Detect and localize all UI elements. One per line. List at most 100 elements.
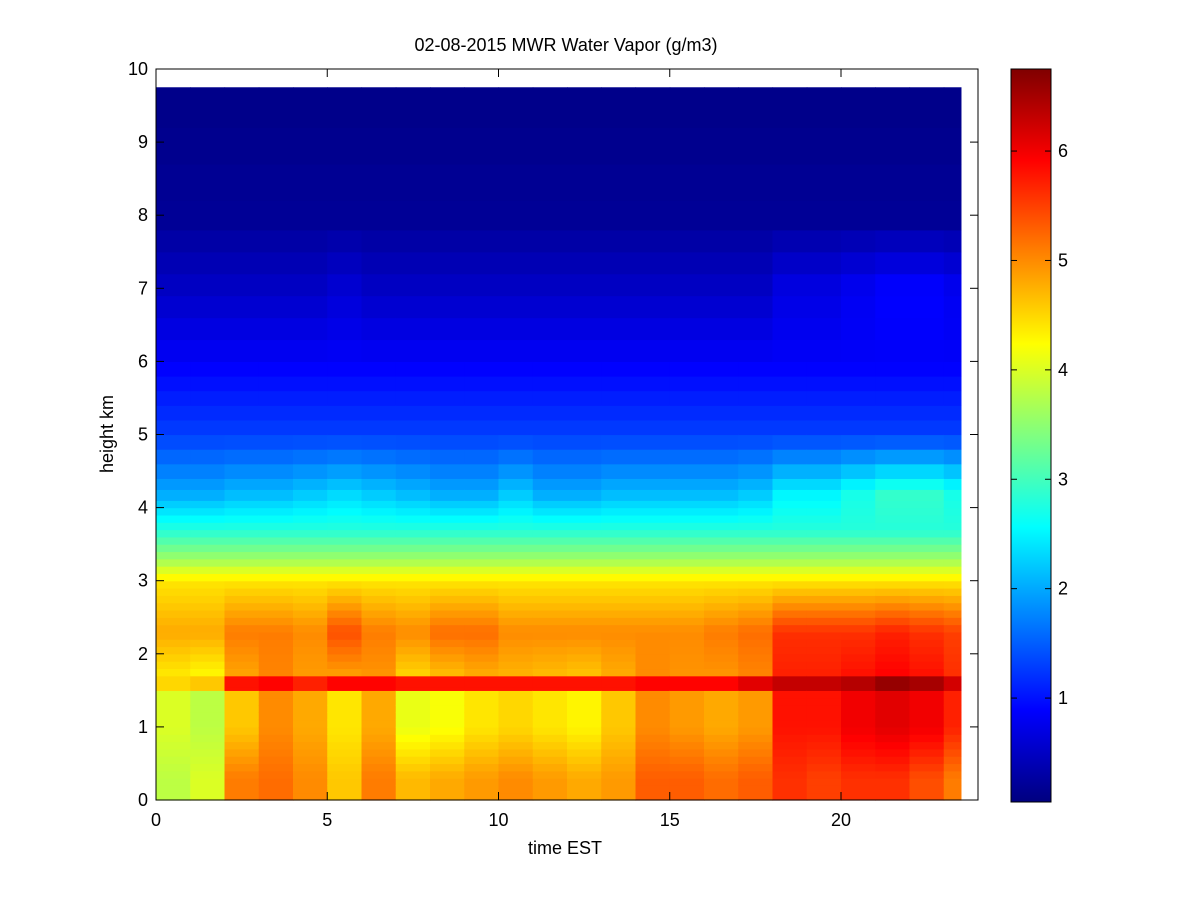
heat-cell: [327, 785, 363, 794]
heat-cell: [498, 646, 534, 655]
heat-cell: [327, 668, 363, 677]
heat-cell: [258, 602, 294, 611]
heat-cell: [601, 251, 637, 275]
heat-cell: [704, 390, 739, 406]
heat-cell: [704, 580, 739, 589]
heat-cell: [841, 489, 876, 501]
heat-cell: [909, 558, 945, 567]
colorbar: [1010, 68, 1052, 803]
heat-cell: [738, 361, 774, 377]
heat-cell: [395, 573, 431, 582]
heat-cell: [738, 675, 774, 680]
heat-cell: [464, 536, 500, 545]
heat-cell: [224, 639, 260, 648]
heat-cell: [875, 624, 911, 633]
heat-cell: [943, 697, 962, 706]
heat-cell: [293, 200, 328, 231]
heat-cell: [943, 295, 962, 319]
heat-cell: [704, 704, 739, 713]
heat-cell: [156, 602, 191, 611]
heat-cell: [498, 87, 534, 129]
heat-cell: [224, 500, 260, 509]
heat-cell: [567, 617, 602, 626]
heat-cell: [601, 704, 637, 713]
heat-cell: [498, 704, 534, 713]
heat-cell: [806, 434, 842, 450]
heat-cell: [669, 778, 705, 786]
heat-cell: [156, 127, 191, 165]
heat-cell: [635, 748, 671, 757]
heat-cell: [601, 536, 637, 545]
heat-cell: [943, 792, 962, 801]
heat-cell: [943, 712, 962, 721]
heat-cell: [909, 200, 945, 231]
heat-cell: [430, 595, 465, 604]
heat-cell: [601, 719, 637, 728]
heat-cell: [258, 617, 294, 626]
heat-cell: [532, 566, 568, 574]
y-tick-label: 6: [138, 351, 148, 371]
heat-cell: [601, 595, 637, 604]
heat-cell: [841, 602, 876, 611]
heat-cell: [224, 514, 260, 523]
heat-cell: [704, 87, 739, 129]
heat-cell: [772, 558, 808, 567]
heat-cell: [738, 558, 774, 567]
heat-cell: [361, 507, 397, 516]
heat-cell: [156, 514, 191, 523]
heat-cell: [704, 273, 739, 297]
heat-cell: [498, 631, 534, 640]
heat-cell: [430, 229, 465, 253]
heat-cell: [224, 127, 260, 165]
heat-cell: [258, 763, 294, 772]
heat-cell: [190, 639, 226, 648]
heat-cell: [498, 741, 534, 750]
heat-cell: [532, 617, 568, 626]
heat-cell: [258, 573, 294, 582]
heat-cell: [395, 602, 431, 611]
heat-cell: [738, 566, 774, 574]
heat-cell: [909, 529, 945, 538]
heat-cell: [430, 522, 465, 531]
heat-cell: [464, 376, 500, 392]
heat-cell: [738, 200, 774, 231]
heat-cell: [430, 127, 465, 165]
heat-cell: [293, 419, 328, 436]
heat-cell: [772, 339, 808, 362]
heat-cell: [909, 675, 945, 680]
heat-cell: [430, 609, 465, 618]
heat-cell: [669, 317, 705, 341]
heat-cell: [635, 631, 671, 640]
heat-cell: [567, 734, 602, 743]
heat-cell: [532, 558, 568, 567]
heat-cell: [293, 631, 328, 640]
heat-cell: [601, 661, 637, 670]
heat-cell: [704, 339, 739, 362]
heat-cell: [738, 419, 774, 436]
heat-cell: [532, 339, 568, 362]
heat-cell: [361, 653, 397, 662]
heat-cell: [498, 500, 534, 509]
heat-cell: [909, 361, 945, 377]
heat-cell: [806, 405, 842, 421]
heat-cell: [395, 778, 431, 786]
heat-cell: [430, 712, 465, 721]
heat-cell: [498, 785, 534, 794]
heat-cell: [738, 792, 774, 801]
heat-cell: [635, 390, 671, 406]
y-tick-label: 5: [138, 425, 148, 445]
heat-cell: [361, 317, 397, 341]
heat-cell: [361, 522, 397, 531]
heat-cell: [669, 668, 705, 677]
heat-cell: [567, 361, 602, 377]
heat-cell: [738, 602, 774, 611]
heat-cell: [841, 639, 876, 648]
heat-cell: [532, 792, 568, 801]
heat-cell: [841, 500, 876, 509]
heat-cell: [395, 551, 431, 560]
heat-cell: [875, 566, 911, 574]
heat-cell: [190, 712, 226, 721]
heat-cell: [772, 770, 808, 779]
heat-cell: [190, 434, 226, 450]
heat-cell: [498, 668, 534, 677]
